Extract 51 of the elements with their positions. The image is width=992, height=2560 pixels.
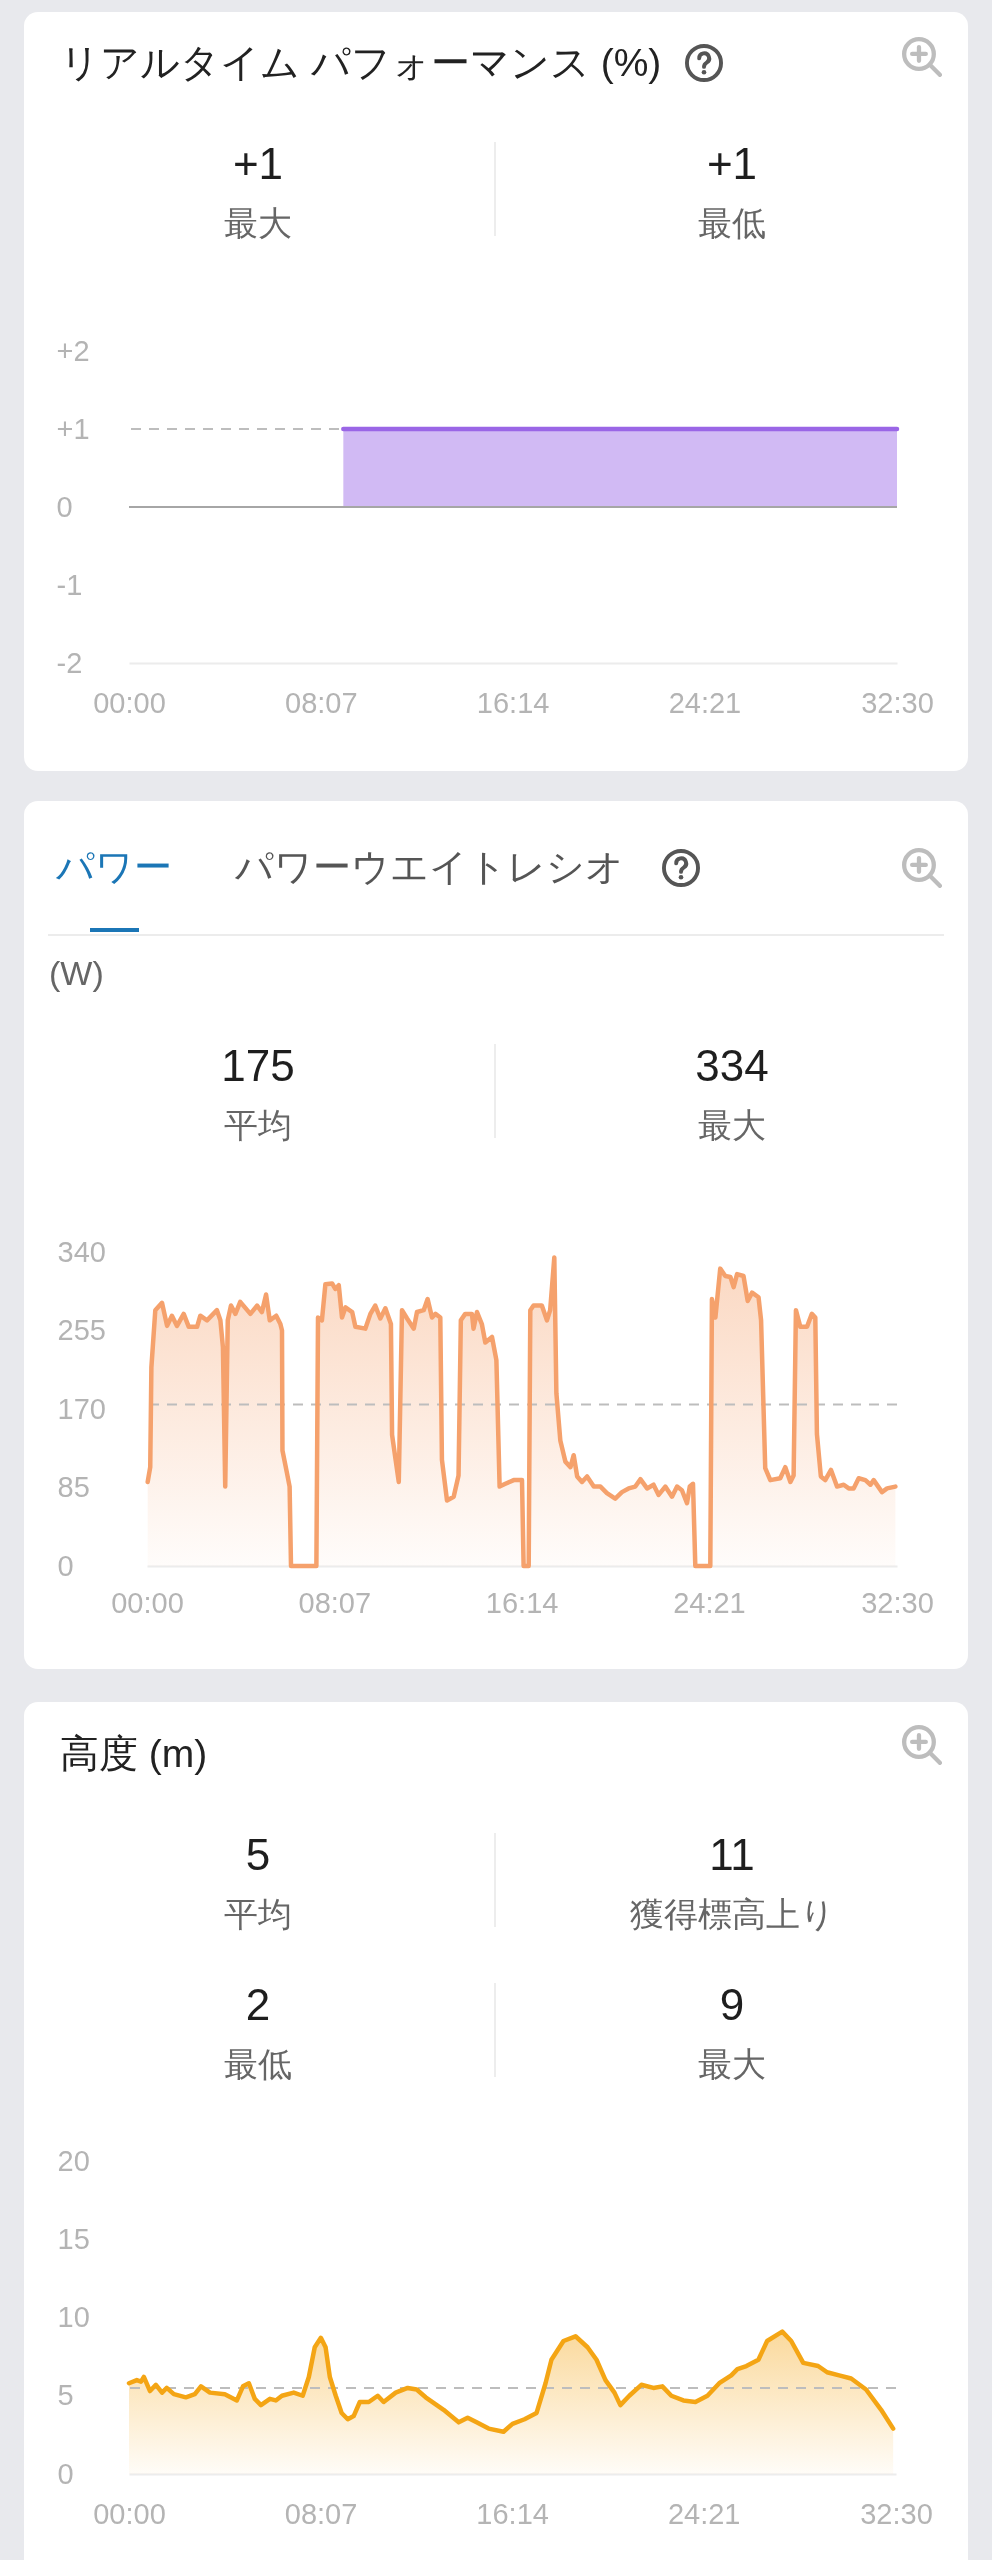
y-tick-label: 340 xyxy=(57,1235,106,1268)
text: +1 xyxy=(706,138,758,190)
x-tick-label: 32:30 xyxy=(860,2497,933,2530)
y-tick-label: 15 xyxy=(57,2222,90,2255)
x-tick-label: 08:07 xyxy=(285,686,358,719)
x-tick-label: 00:00 xyxy=(93,686,166,719)
text: 平均 xyxy=(224,1895,292,1935)
text: 2 xyxy=(245,1979,271,2031)
y-tick-label: 85 xyxy=(57,1471,90,1503)
x-tick-label: 16:14 xyxy=(476,2497,549,2530)
text: 9 xyxy=(719,1979,745,2031)
text: 最大 xyxy=(698,2045,766,2085)
y-tick-label: 170 xyxy=(57,1392,106,1425)
y-tick-label: -2 xyxy=(56,646,83,679)
text: 平均 xyxy=(224,1106,292,1146)
y-axis-title: (W) xyxy=(49,954,104,994)
y-tick-label: +1 xyxy=(56,412,90,445)
x-tick-label: 00:00 xyxy=(111,1586,184,1619)
y-tick-label: 20 xyxy=(57,2144,90,2177)
text: 最低 xyxy=(224,2045,292,2085)
x-tick-label: 32:30 xyxy=(861,1586,934,1619)
y-tick-label: +2 xyxy=(56,334,90,367)
text: 最大 xyxy=(698,1106,766,1146)
text: 最大 xyxy=(224,204,292,244)
text: 最低 xyxy=(698,204,766,244)
y-tick-label: 5 xyxy=(57,2379,74,2412)
x-tick-label: 08:07 xyxy=(284,2497,358,2530)
y-tick-label: 10 xyxy=(57,2301,90,2333)
chart-title: 高度 (m) xyxy=(60,1731,208,1777)
chart-title: リアルタイム パフォーマンス (%) xyxy=(60,40,662,86)
y-tick-label: 255 xyxy=(57,1314,106,1346)
x-tick-label: 24:21 xyxy=(673,1586,746,1619)
x-tick-label: 24:21 xyxy=(667,2497,741,2530)
text: 175 xyxy=(221,1040,295,1092)
y-tick-label: -1 xyxy=(56,568,83,601)
y-tick-label: 0 xyxy=(57,1549,74,1582)
text: +1 xyxy=(232,138,284,190)
x-tick-label: 08:07 xyxy=(298,1586,372,1619)
y-tick-label: 0 xyxy=(56,490,73,523)
y-tick-label: 0 xyxy=(57,2457,74,2490)
chart-subtitle: パワーウエイトレシオ xyxy=(235,846,624,890)
x-tick-label: 24:21 xyxy=(668,686,742,719)
x-tick-label: 16:14 xyxy=(485,1586,559,1619)
x-tick-label: 16:14 xyxy=(476,686,550,719)
text: 5 xyxy=(245,1829,271,1881)
text: 334 xyxy=(695,1040,769,1092)
x-tick-label: 00:00 xyxy=(93,2497,166,2530)
chart-title: パワー xyxy=(56,846,172,890)
text: 獲得標高上り xyxy=(629,1895,835,1935)
x-tick-label: 32:30 xyxy=(861,686,934,719)
text: 11 xyxy=(709,1829,755,1881)
